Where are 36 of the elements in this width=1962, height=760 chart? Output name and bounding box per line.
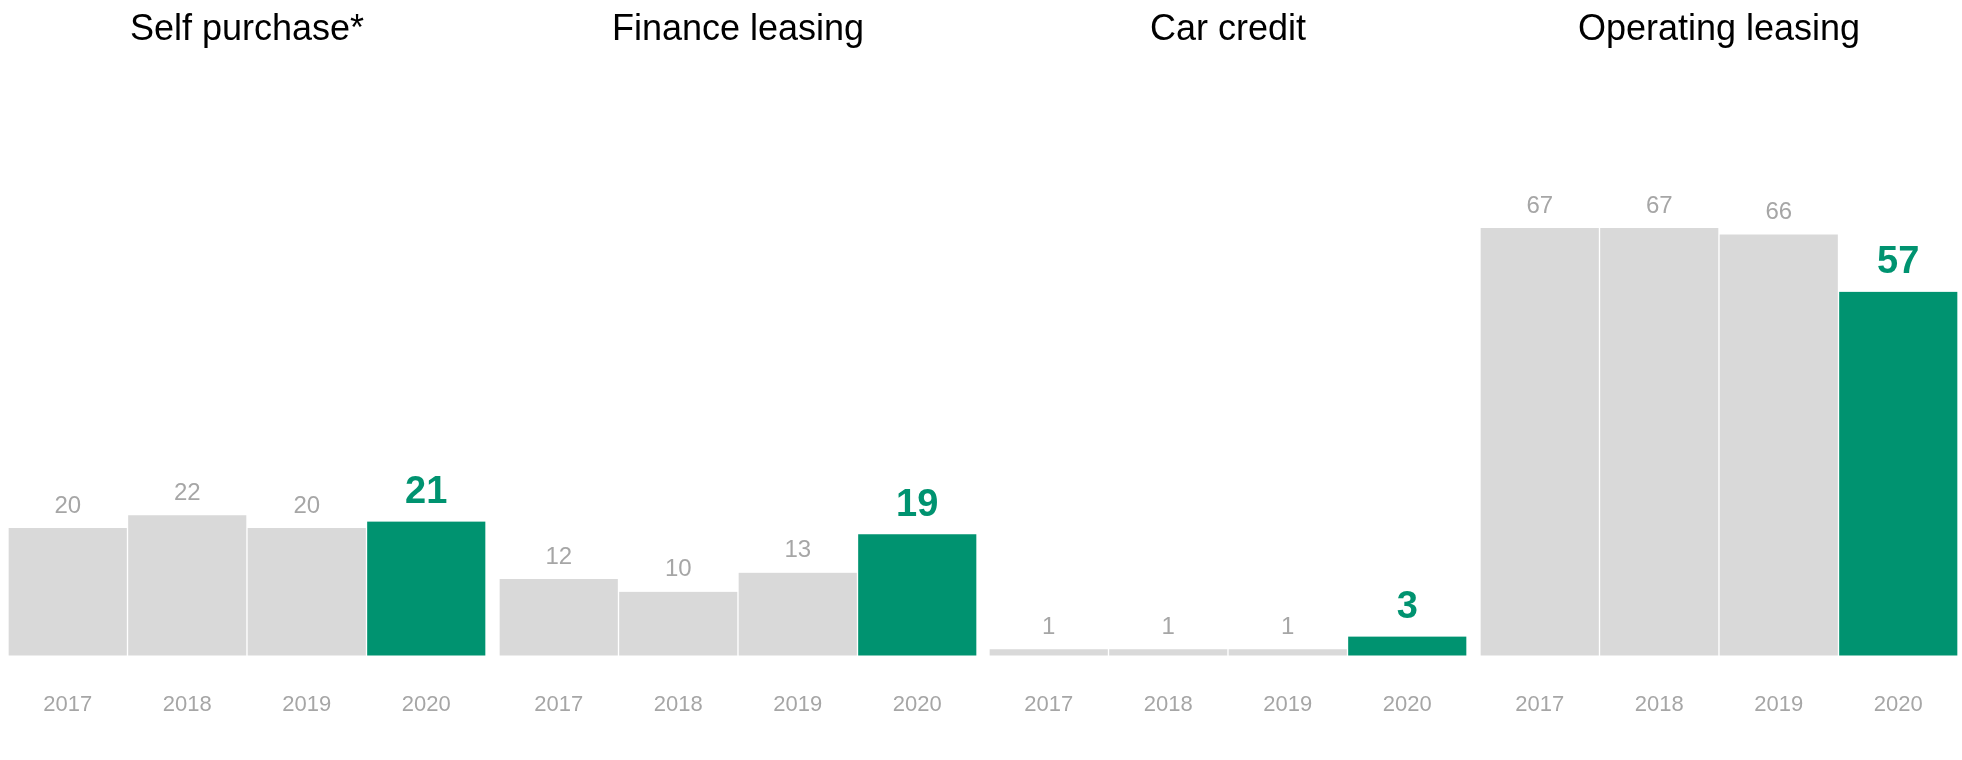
x-tick-label: 2018	[653, 690, 703, 716]
data-label: 1	[1042, 611, 1056, 639]
data-label: 67	[1525, 190, 1553, 218]
x-tick-label: 2019	[282, 690, 332, 716]
data-label: 1	[1161, 611, 1175, 639]
x-tick-label: 2018	[1143, 690, 1193, 716]
x-tick-label: 2017	[1514, 690, 1564, 716]
x-tick-label: 2019	[1263, 690, 1313, 716]
x-tick-label: 2020	[1382, 690, 1432, 716]
data-label: 12	[544, 541, 572, 569]
data-label: 13	[783, 535, 811, 563]
x-tick-label: 2020	[401, 690, 451, 716]
x-tick-label: 2020	[892, 690, 942, 716]
chart-title: Car credit	[1149, 6, 1307, 48]
data-label: 20	[54, 490, 82, 518]
chart-title: Finance leasing	[611, 6, 864, 48]
x-tick-label: 2018	[1634, 690, 1684, 716]
chart-title: Operating leasing	[1577, 6, 1860, 48]
x-tick-label: 2020	[1873, 690, 1923, 716]
data-label: 22	[173, 477, 201, 505]
x-tick-label: 2017	[533, 690, 583, 716]
x-tick-label: 2017	[43, 690, 93, 716]
x-tick-label: 2018	[162, 690, 212, 716]
data-label: 20	[293, 490, 321, 518]
x-tick-label: 2019	[1753, 690, 1803, 716]
x-tick-label: 2019	[772, 690, 822, 716]
data-label: 66	[1764, 197, 1792, 225]
x-tick-label: 2017	[1024, 690, 1074, 716]
data-label: 3	[1396, 583, 1418, 626]
chart-title: Self purchase*	[129, 6, 365, 48]
data-label: 67	[1645, 190, 1673, 218]
data-label: 57	[1876, 239, 1919, 282]
data-label: 10	[664, 554, 692, 582]
data-label: 21	[405, 469, 448, 512]
data-label: 19	[895, 481, 938, 524]
data-label: 1	[1281, 611, 1295, 639]
